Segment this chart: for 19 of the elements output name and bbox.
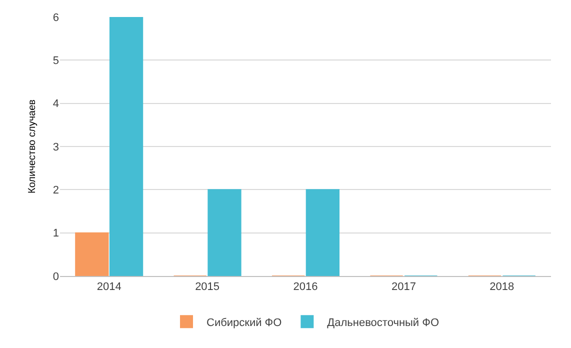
y-tick-label: 6 [52,12,59,24]
bar [306,189,340,276]
x-tick-label: 2014 [96,281,122,294]
y-tick-label: 3 [52,141,59,154]
bar [109,17,144,276]
bar [208,189,242,276]
legend-label: Сибирский ФО [206,316,282,329]
legend-label: Дальневосточный ФО [327,316,440,329]
x-tick-label: 2017 [391,281,416,294]
y-tick-label: 4 [52,98,59,110]
y-tick-label: 0 [52,270,59,283]
y-tick-label: 1 [52,228,59,240]
y-axis-title: Количество случаев [26,100,38,194]
y-tick-label: 5 [52,55,59,68]
y-tick-label: 2 [52,184,59,197]
x-tick-label: 2016 [293,281,318,294]
x-tick-label: 2018 [490,281,514,294]
bar [75,232,109,276]
x-tick-label: 2015 [195,281,220,294]
